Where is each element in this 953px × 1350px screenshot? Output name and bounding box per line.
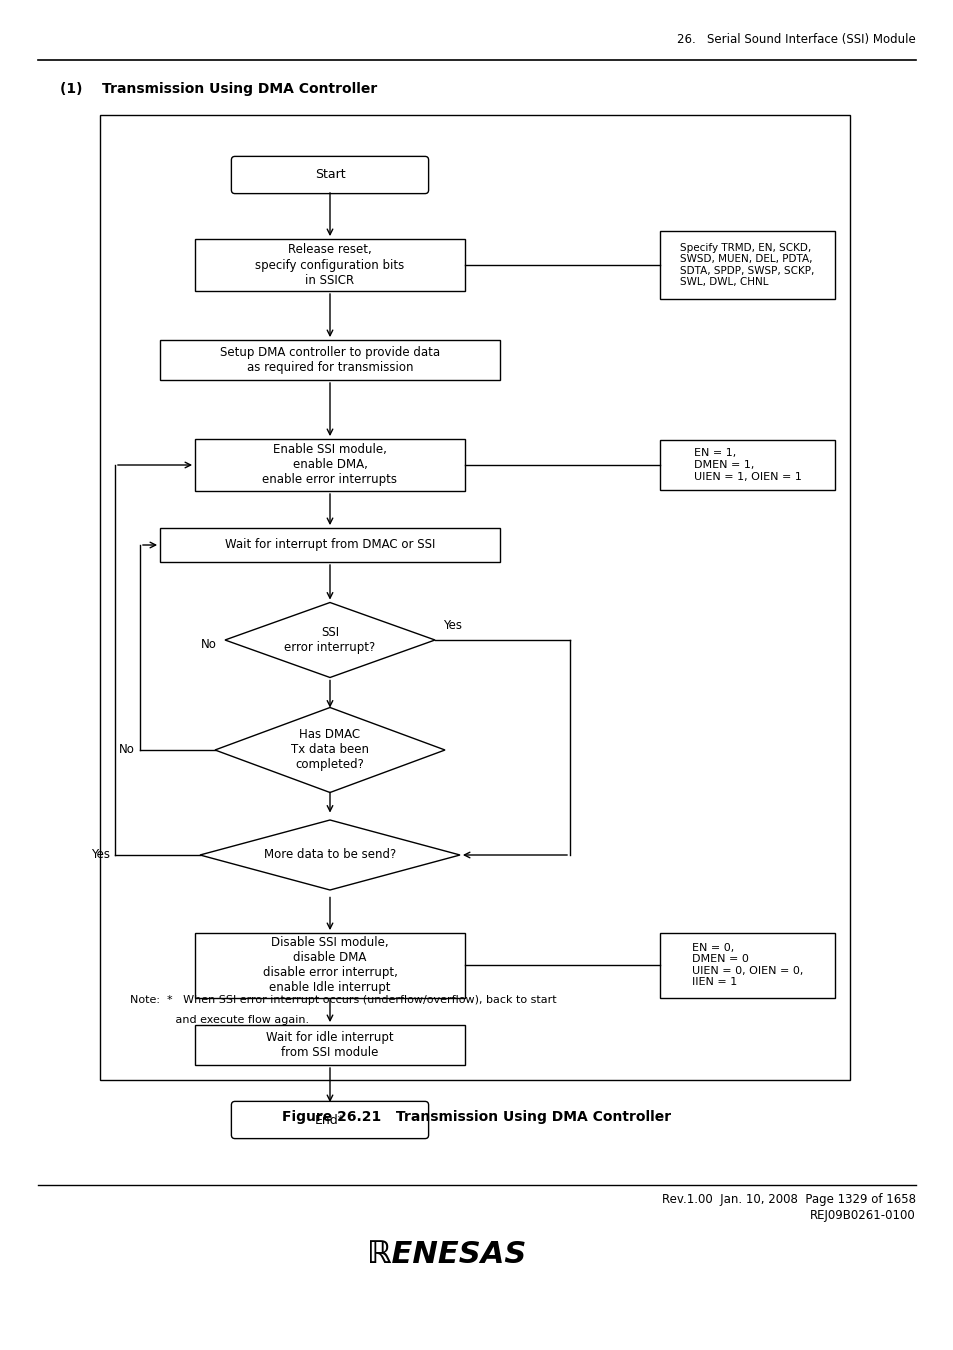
Text: Note:  *   When SSI error interrupt occurs (underflow/overflow), back to start: Note: * When SSI error interrupt occurs … xyxy=(130,995,556,1004)
Bar xyxy=(194,439,464,491)
Text: SSI
error interrupt?: SSI error interrupt? xyxy=(284,626,375,653)
Polygon shape xyxy=(225,602,435,678)
Text: More data to be send?: More data to be send? xyxy=(264,849,395,861)
Text: REJ09B0261-0100: REJ09B0261-0100 xyxy=(809,1210,915,1222)
Bar xyxy=(160,340,499,379)
Text: Yes: Yes xyxy=(442,620,461,632)
Text: Start: Start xyxy=(314,169,345,181)
Text: Yes: Yes xyxy=(91,849,110,861)
Polygon shape xyxy=(200,819,459,890)
FancyBboxPatch shape xyxy=(232,1102,428,1138)
Text: ℝENESAS: ℝENESAS xyxy=(367,1241,526,1269)
Bar xyxy=(194,239,464,292)
Text: Specify TRMD, EN, SCKD,
SWSD, MUEN, DEL, PDTA,
SDTA, SPDP, SWSP, SCKP,
SWL, DWL,: Specify TRMD, EN, SCKD, SWSD, MUEN, DEL,… xyxy=(679,243,814,288)
Text: and execute flow again.: and execute flow again. xyxy=(130,1015,309,1025)
Text: Enable SSI module,
enable DMA,
enable error interrupts: Enable SSI module, enable DMA, enable er… xyxy=(262,444,397,486)
Text: (1)    Transmission Using DMA Controller: (1) Transmission Using DMA Controller xyxy=(60,82,376,96)
Bar xyxy=(160,528,499,562)
Text: Rev.1.00  Jan. 10, 2008  Page 1329 of 1658: Rev.1.00 Jan. 10, 2008 Page 1329 of 1658 xyxy=(661,1193,915,1206)
Text: Release reset,
specify configuration bits
in SSICR: Release reset, specify configuration bit… xyxy=(255,243,404,286)
Text: No: No xyxy=(201,639,216,652)
Polygon shape xyxy=(214,707,444,792)
Text: Wait for idle interrupt
from SSI module: Wait for idle interrupt from SSI module xyxy=(266,1031,394,1058)
Bar xyxy=(659,440,834,490)
Text: No: No xyxy=(119,744,135,756)
Text: EN = 0,
DMEN = 0
UIEN = 0, OIEN = 0,
IIEN = 1: EN = 0, DMEN = 0 UIEN = 0, OIEN = 0, IIE… xyxy=(691,942,802,987)
Text: 26.   Serial Sound Interface (SSI) Module: 26. Serial Sound Interface (SSI) Module xyxy=(677,32,915,46)
Bar xyxy=(100,115,849,1080)
Text: Wait for interrupt from DMAC or SSI: Wait for interrupt from DMAC or SSI xyxy=(225,539,435,552)
Text: EN = 1,
DMEN = 1,
UIEN = 1, OIEN = 1: EN = 1, DMEN = 1, UIEN = 1, OIEN = 1 xyxy=(693,448,801,482)
Bar xyxy=(659,933,834,998)
Text: Disable SSI module,
disable DMA
disable error interrupt,
enable Idle interrupt: Disable SSI module, disable DMA disable … xyxy=(262,936,397,994)
Text: End*: End* xyxy=(314,1114,345,1126)
Text: Figure 26.21   Transmission Using DMA Controller: Figure 26.21 Transmission Using DMA Cont… xyxy=(282,1110,671,1125)
Text: Setup DMA controller to provide data
as required for transmission: Setup DMA controller to provide data as … xyxy=(220,346,439,374)
Text: Has DMAC
Tx data been
completed?: Has DMAC Tx data been completed? xyxy=(291,729,369,771)
Bar xyxy=(659,231,834,298)
Bar xyxy=(194,933,464,998)
Bar xyxy=(194,1025,464,1065)
FancyBboxPatch shape xyxy=(232,157,428,193)
